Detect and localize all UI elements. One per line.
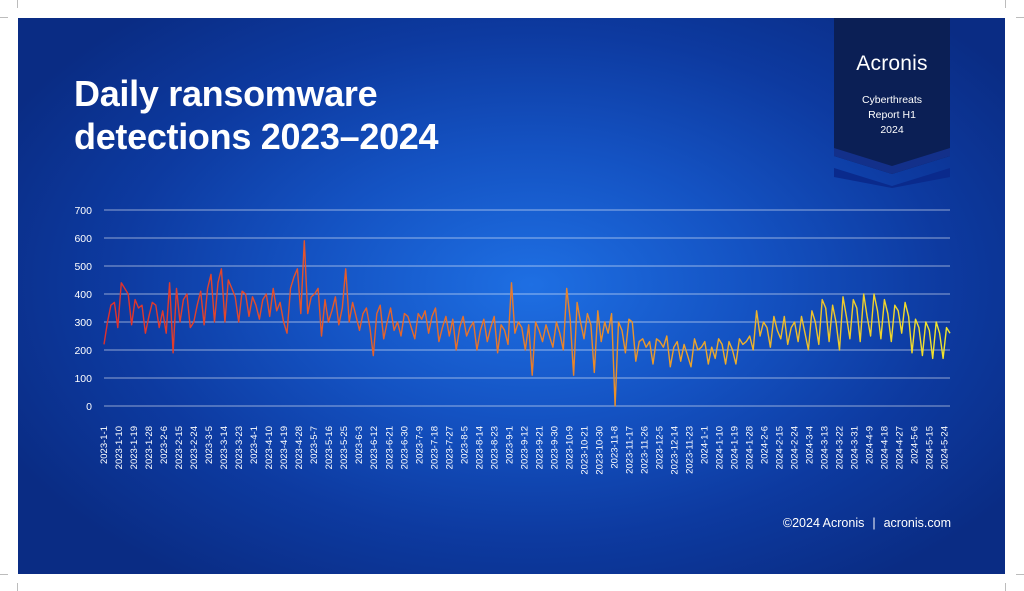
x-tick-label: 2023-4-19 bbox=[279, 426, 290, 469]
x-tick-label: 2024-2-15 bbox=[775, 426, 786, 469]
x-tick-label: 2023-8-23 bbox=[489, 426, 500, 469]
x-tick-label: 2023-9-30 bbox=[549, 426, 560, 469]
badge-text-2: Report H1 bbox=[868, 109, 916, 121]
x-tick-label: 2023-3-5 bbox=[204, 426, 215, 464]
x-tick-label: 2023-7-9 bbox=[414, 426, 425, 464]
x-tick-label: 2024-3-22 bbox=[835, 426, 846, 469]
x-tick-label: 2023-2-6 bbox=[159, 426, 170, 464]
x-tick-label: 2024-3-13 bbox=[820, 426, 831, 469]
x-tick-label: 2024-1-10 bbox=[715, 426, 726, 469]
x-tick-label: 2024-4-9 bbox=[865, 426, 876, 464]
x-tick-label: 2024-1-19 bbox=[730, 426, 741, 469]
x-tick-label: 2023-1-19 bbox=[129, 426, 140, 469]
x-tick-label: 2023-11-17 bbox=[624, 426, 635, 474]
crop-mark bbox=[1016, 17, 1024, 18]
x-tick-label: 2024-2-24 bbox=[790, 426, 801, 469]
title-line-2: detections 2023–2024 bbox=[74, 116, 439, 157]
footer: ©2024 Acronis | acronis.com bbox=[783, 516, 951, 530]
y-tick-label: 400 bbox=[74, 289, 92, 301]
x-tick-label: 2024-4-27 bbox=[895, 426, 906, 469]
x-tick-label: 2023-11-26 bbox=[639, 426, 650, 474]
y-tick-label: 700 bbox=[74, 205, 92, 217]
crop-mark bbox=[17, 583, 18, 591]
x-tick-label: 2023-2-24 bbox=[189, 426, 200, 469]
x-tick-label: 2023-9-1 bbox=[504, 426, 515, 464]
x-tick-label: 2023-9-21 bbox=[534, 426, 545, 469]
crop-mark bbox=[0, 17, 8, 18]
x-tick-label: 2023-5-7 bbox=[309, 426, 320, 464]
title-line-1: Daily ransomware bbox=[74, 73, 378, 114]
badge-text-1: Cyberthreats bbox=[861, 94, 923, 106]
x-tick-label: 2024-2-6 bbox=[760, 426, 771, 464]
x-tick-label: 2023-11-23 bbox=[685, 426, 696, 474]
x-tick-label: 2023-7-18 bbox=[429, 426, 440, 469]
x-tick-label: 2023-6-21 bbox=[384, 426, 395, 469]
footer-separator: | bbox=[872, 516, 876, 530]
x-tick-label: 2023-3-23 bbox=[234, 426, 245, 469]
x-tick-label: 2023-8-14 bbox=[474, 426, 485, 469]
footer-copyright: ©2024 Acronis bbox=[782, 516, 865, 530]
x-tick-label: 2023-5-25 bbox=[339, 426, 350, 469]
y-tick-label: 600 bbox=[74, 233, 92, 245]
x-tick-label: 2024-3-31 bbox=[850, 426, 861, 469]
y-tick-label: 300 bbox=[74, 317, 92, 329]
acronis-logo: Acronis bbox=[856, 52, 928, 75]
x-tick-label: 2023-5-16 bbox=[324, 426, 335, 469]
x-tick-label: 2023-10-30 bbox=[594, 426, 605, 475]
x-tick-label: 2024-4-18 bbox=[880, 426, 891, 469]
x-tick-label: 2023-3-14 bbox=[219, 426, 230, 469]
y-tick-label: 100 bbox=[74, 373, 92, 385]
badge-ribbon-shape bbox=[834, 18, 950, 188]
x-tick-label: 2023-11-8 bbox=[609, 426, 620, 469]
x-tick-label: 2023-1-10 bbox=[114, 426, 125, 469]
x-tick-label: 2023-2-15 bbox=[174, 426, 185, 469]
x-tick-label: 2023-4-1 bbox=[249, 426, 260, 464]
x-tick-label: 2024-5-6 bbox=[910, 426, 921, 464]
x-tick-label: 2023-4-28 bbox=[294, 426, 305, 469]
x-tick-label: 2023-4-10 bbox=[264, 426, 275, 469]
report-badge: Acronis Cyberthreats Report H1 2024 bbox=[834, 18, 950, 188]
x-tick-label: 2023-12-5 bbox=[654, 426, 665, 469]
x-tick-label: 2024-5-24 bbox=[940, 426, 951, 469]
y-tick-label: 0 bbox=[86, 401, 92, 413]
crop-mark bbox=[1016, 574, 1024, 575]
x-tick-label: 2023-6-12 bbox=[369, 426, 380, 469]
footer-site: acronis.com bbox=[883, 516, 951, 530]
x-tick-label: 2023-6-3 bbox=[354, 426, 365, 464]
crop-mark bbox=[1005, 0, 1006, 8]
line-chart: 0 100 200 300 400 500 600 700 2023-1-1 2023-1-10 2… bbox=[74, 205, 951, 475]
x-tick-label: 2024-5-15 bbox=[925, 426, 936, 469]
series-line-detections bbox=[103, 240, 951, 407]
x-tick-label: 2023-8-5 bbox=[459, 426, 470, 464]
y-tick-label: 200 bbox=[74, 345, 92, 357]
x-tick-label: 2023-1-1 bbox=[99, 426, 110, 464]
x-tick-label: 2024-3-4 bbox=[805, 426, 816, 464]
x-tick-label: 2023-10-21 bbox=[579, 426, 590, 475]
x-tick-label: 2023-12-14 bbox=[670, 426, 681, 475]
x-tick-label: 2024-1-28 bbox=[745, 426, 756, 469]
x-tick-label: 2023-10-9 bbox=[564, 426, 575, 469]
x-tick-label: 2024-1-1 bbox=[700, 426, 711, 464]
crop-mark bbox=[0, 574, 8, 575]
x-tick-label: 2023-7-27 bbox=[444, 426, 455, 469]
crop-mark bbox=[1005, 583, 1006, 591]
y-tick-label: 500 bbox=[74, 261, 92, 273]
x-tick-label: 2023-9-12 bbox=[519, 426, 530, 469]
crop-mark bbox=[17, 0, 18, 8]
chart-title: Daily ransomware detections 2023–2024 bbox=[74, 72, 594, 158]
report-panel: Daily ransomware detections 2023–2024 Ac… bbox=[18, 18, 1005, 574]
x-tick-label: 2023-6-30 bbox=[399, 426, 410, 469]
badge-text-3: 2024 bbox=[880, 124, 904, 136]
x-tick-label: 2023-1-28 bbox=[144, 426, 155, 469]
